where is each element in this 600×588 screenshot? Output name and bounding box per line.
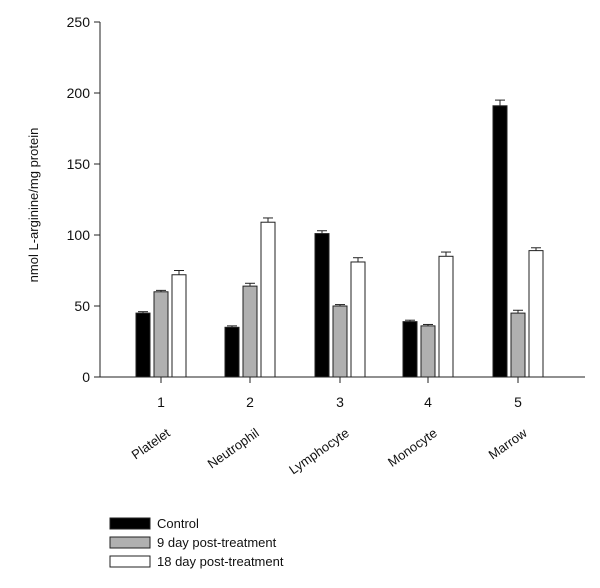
y-tick-label: 100 bbox=[67, 227, 91, 243]
legend-label: 18 day post-treatment bbox=[157, 554, 284, 569]
category-label: Lymphocyte bbox=[286, 425, 352, 477]
legend-swatch bbox=[109, 536, 151, 549]
category-label: Platelet bbox=[129, 425, 173, 462]
legend-label: Control bbox=[157, 516, 199, 531]
y-tick-label: 250 bbox=[67, 14, 91, 30]
legend: Control 9 day post-treatment 18 day post-t… bbox=[109, 516, 284, 569]
y-tick-label: 200 bbox=[67, 85, 91, 101]
bar bbox=[402, 321, 418, 378]
bar bbox=[171, 274, 187, 378]
legend-swatch bbox=[109, 555, 151, 568]
bar bbox=[332, 305, 348, 378]
x-tick-label: 1 bbox=[157, 394, 165, 410]
bar bbox=[224, 326, 240, 378]
y-tick-label: 0 bbox=[82, 369, 90, 385]
bar bbox=[510, 312, 526, 378]
legend-label: 9 day post-treatment bbox=[157, 535, 277, 550]
bar bbox=[438, 255, 454, 378]
bar bbox=[135, 312, 151, 378]
tick-labels: 0 50 100 150 200 250 1 Platelet 2 Neutrophil 3 Lymp… bbox=[67, 14, 531, 477]
y-tick-label: 50 bbox=[74, 298, 90, 314]
bar bbox=[492, 105, 508, 378]
bars bbox=[135, 99, 544, 378]
x-tick-label: 3 bbox=[336, 394, 344, 410]
bar bbox=[528, 250, 544, 378]
bar bbox=[314, 233, 330, 378]
bar bbox=[420, 325, 436, 378]
y-tick-label: 150 bbox=[67, 156, 91, 172]
category-label: Neutrophil bbox=[205, 425, 262, 471]
x-tick-label: 2 bbox=[246, 394, 254, 410]
bar bbox=[350, 261, 366, 378]
legend-swatch bbox=[109, 517, 151, 530]
bar bbox=[260, 221, 276, 378]
x-tick-label: 5 bbox=[514, 394, 522, 410]
y-axis-label: nmol L-arginine/mg protein bbox=[26, 128, 41, 283]
bar bbox=[153, 291, 169, 378]
category-label: Marrow bbox=[486, 425, 531, 462]
x-tick-label: 4 bbox=[424, 394, 432, 410]
category-label: Monocyte bbox=[385, 425, 440, 470]
bar bbox=[242, 285, 258, 378]
